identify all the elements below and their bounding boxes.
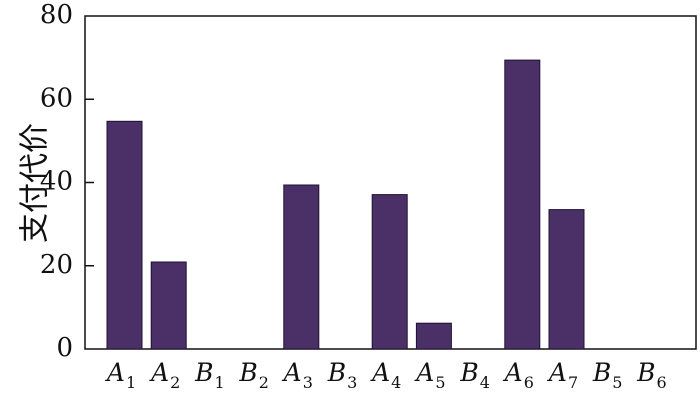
- y-axis-tick-labels: 0 20 40 60 80: [40, 0, 73, 363]
- x-tick-label-sub: 5: [612, 373, 622, 392]
- bar-a7: [548, 209, 585, 350]
- x-tick-label-main: B: [238, 358, 257, 387]
- x-tick-label-sub: 6: [524, 373, 534, 392]
- x-tick-label-main: B: [636, 358, 655, 387]
- x-tick-label-sub: 1: [126, 373, 136, 392]
- x-tick-label: B5: [592, 358, 623, 392]
- x-tick-label-sub: 3: [303, 373, 313, 392]
- x-tick-label: B6: [636, 358, 667, 392]
- x-tick-label-main: B: [592, 358, 611, 387]
- x-tick-label: A3: [282, 358, 313, 392]
- x-tick-label-main: B: [459, 358, 478, 387]
- x-tick-label-sub: 1: [214, 373, 224, 392]
- x-tick-label: A6: [503, 358, 534, 392]
- x-tick-label-main: B: [194, 358, 213, 387]
- y-axis-label: 支付代价: [18, 123, 53, 243]
- x-tick-label-main: B: [327, 358, 346, 387]
- y-tick-label: 40: [40, 167, 73, 197]
- y-tick-label: 80: [40, 0, 73, 30]
- x-tick-label-main: A: [149, 358, 169, 387]
- bar-a5: [415, 322, 452, 350]
- x-tick-label-sub: 5: [435, 373, 445, 392]
- y-axis-ticks: [85, 98, 94, 267]
- bar-a6: [504, 59, 541, 350]
- x-axis-tick-labels: A1 A2 B1 B2 A3 B3 A4 A5 B4 A6 A7 B5 B6: [105, 358, 667, 392]
- x-tick-label: B1: [194, 358, 225, 392]
- y-tick-label: 0: [56, 333, 73, 363]
- bar-a4: [371, 194, 408, 350]
- x-tick-label-sub: 4: [391, 373, 401, 392]
- x-tick-label: A2: [149, 358, 180, 392]
- x-tick-label-main: A: [414, 358, 434, 387]
- x-tick-label-sub: 4: [480, 373, 490, 392]
- bar-a1: [106, 120, 143, 350]
- y-tick-label: 60: [40, 83, 73, 113]
- x-tick-label: B4: [459, 358, 490, 392]
- y-tick-label: 20: [40, 250, 73, 280]
- x-tick-label: A5: [414, 358, 445, 392]
- x-tick-label: B2: [238, 358, 269, 392]
- x-tick-label-sub: 6: [656, 373, 666, 392]
- bars: [106, 59, 585, 350]
- x-tick-label-main: A: [547, 358, 567, 387]
- x-tick-label: A1: [105, 358, 136, 392]
- x-tick-label: B3: [327, 358, 358, 392]
- x-tick-label-main: A: [105, 358, 125, 387]
- x-tick-label-sub: 2: [170, 373, 180, 392]
- x-tick-label-sub: 7: [568, 373, 578, 392]
- bar-a3: [283, 184, 320, 350]
- x-tick-label-sub: 2: [259, 373, 269, 392]
- x-tick-label-sub: 3: [347, 373, 357, 392]
- x-tick-label-main: A: [503, 358, 523, 387]
- bar-a2: [150, 261, 187, 350]
- x-tick-label: A4: [370, 358, 401, 392]
- x-tick-label-main: A: [282, 358, 302, 387]
- x-tick-label-main: A: [370, 358, 390, 387]
- x-tick-label: A7: [547, 358, 578, 392]
